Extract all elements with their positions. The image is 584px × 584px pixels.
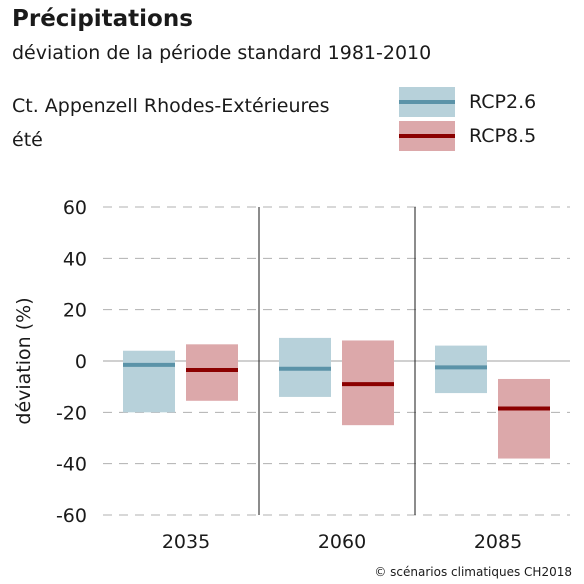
y-tick-label: -20 (56, 402, 87, 424)
region-label: Ct. Appenzell Rhodes-Extérieures (12, 95, 330, 117)
season-label: été (12, 129, 43, 151)
y-tick-label: 0 (75, 351, 87, 373)
y-tick-label: 40 (63, 248, 87, 270)
legend-label-rcp85: RCP8.5 (469, 125, 537, 147)
copyright-note: © scénarios climatiques CH2018 (374, 565, 572, 579)
legend-swatch-rcp85 (399, 121, 455, 151)
legend-swatch-rcp26 (399, 87, 455, 117)
legend-median-rcp85 (399, 134, 455, 138)
y-tick-label: 60 (63, 197, 87, 219)
bars (123, 337, 550, 459)
y-tick-label: 20 (63, 300, 87, 322)
range-bar-rcp85-2085 (498, 378, 550, 459)
y-tick-label: -60 (56, 505, 87, 527)
y-axis-label: déviation (%) (13, 297, 35, 424)
chart-subtitle: déviation de la période standard 1981-20… (12, 42, 432, 64)
legend-median-rcp26 (399, 100, 455, 104)
x-tick-label: 2085 (474, 531, 522, 553)
chart-title: Précipitations (12, 6, 193, 32)
range-bar-rcp85-2035 (186, 344, 238, 401)
y-tick-label: -40 (56, 454, 87, 476)
x-tick-label: 2060 (318, 531, 366, 553)
legend-label-rcp26: RCP2.6 (469, 91, 537, 113)
range-bar-rcp26-2035 (123, 350, 175, 413)
gridlines (103, 206, 570, 516)
x-tick-label: 2035 (162, 531, 210, 553)
axes: 60 40 20 0 -20 -40 -60 déviation (%) 2035 2060 208… (13, 197, 522, 553)
